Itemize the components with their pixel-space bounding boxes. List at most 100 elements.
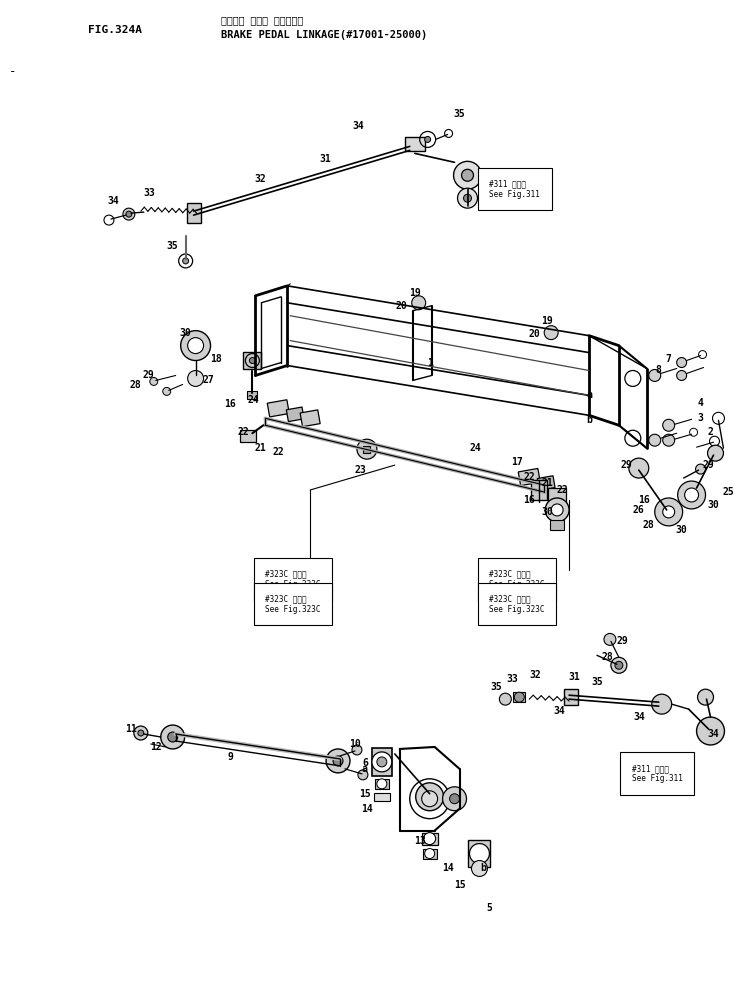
Circle shape — [663, 419, 675, 431]
Circle shape — [464, 194, 471, 202]
Circle shape — [663, 506, 675, 518]
Bar — [243, 351, 262, 370]
Text: #323C 図参照
See Fig.323C: #323C 図参照 See Fig.323C — [490, 570, 545, 589]
Circle shape — [649, 370, 661, 382]
Text: 34: 34 — [708, 729, 720, 739]
Circle shape — [326, 749, 350, 772]
Circle shape — [551, 504, 563, 516]
Text: 30: 30 — [180, 328, 192, 338]
Text: 31: 31 — [568, 672, 580, 682]
Text: 10: 10 — [349, 739, 361, 749]
Text: 22: 22 — [556, 485, 568, 495]
Circle shape — [425, 137, 431, 143]
Text: #323C 図参照
See Fig.323C: #323C 図参照 See Fig.323C — [265, 570, 320, 589]
Text: BRAKE PEDAL LINKAGE(#17001-25000): BRAKE PEDAL LINKAGE(#17001-25000) — [220, 30, 427, 39]
Text: 18: 18 — [209, 353, 221, 363]
Circle shape — [358, 769, 368, 780]
Text: 29: 29 — [621, 461, 633, 470]
Text: 16: 16 — [225, 400, 237, 409]
Circle shape — [183, 258, 189, 264]
Circle shape — [655, 498, 683, 525]
Bar — [423, 848, 437, 858]
Text: 27: 27 — [203, 376, 215, 386]
Circle shape — [677, 371, 686, 381]
Circle shape — [514, 692, 524, 703]
Text: 14: 14 — [361, 804, 373, 814]
Circle shape — [545, 498, 569, 522]
Text: 29: 29 — [703, 461, 714, 470]
Circle shape — [663, 434, 675, 446]
Text: #323C 図参照
See Fig.323C: #323C 図参照 See Fig.323C — [490, 594, 545, 614]
Circle shape — [412, 296, 426, 310]
Circle shape — [423, 832, 436, 844]
Text: 33: 33 — [143, 188, 154, 198]
Text: 30: 30 — [541, 507, 553, 517]
Text: ブレーキ ペダル リンケージ: ブレーキ ペダル リンケージ — [220, 15, 303, 25]
Text: 5: 5 — [487, 903, 492, 913]
Text: 11: 11 — [125, 724, 137, 734]
Circle shape — [442, 787, 467, 811]
Bar — [531, 480, 547, 500]
Bar — [518, 468, 540, 486]
Bar — [375, 779, 389, 789]
Text: 2: 2 — [708, 427, 714, 437]
Bar — [372, 748, 392, 775]
Text: 28: 28 — [601, 652, 613, 662]
Bar — [248, 392, 257, 400]
Text: 21: 21 — [541, 478, 553, 488]
Circle shape — [123, 209, 135, 220]
Text: 23: 23 — [354, 465, 366, 475]
Text: 14: 14 — [442, 864, 453, 874]
Circle shape — [462, 169, 473, 181]
Circle shape — [604, 634, 616, 646]
Text: 19: 19 — [409, 287, 420, 298]
Text: 1: 1 — [427, 357, 433, 368]
Circle shape — [708, 445, 723, 461]
Text: 24: 24 — [248, 396, 259, 405]
Circle shape — [181, 331, 210, 360]
Circle shape — [162, 388, 171, 396]
Text: 17: 17 — [512, 458, 523, 467]
Text: #311 図参照
See Fig.311: #311 図参照 See Fig.311 — [632, 764, 683, 783]
Text: 22: 22 — [237, 427, 249, 437]
Circle shape — [333, 756, 343, 766]
Bar — [268, 400, 290, 417]
Text: 16: 16 — [523, 495, 535, 505]
Text: 35: 35 — [591, 677, 603, 687]
Circle shape — [649, 434, 661, 446]
Circle shape — [357, 439, 377, 460]
Text: 35: 35 — [453, 108, 465, 118]
Circle shape — [698, 689, 714, 706]
Text: 34: 34 — [352, 121, 364, 132]
Circle shape — [187, 338, 204, 353]
Text: 28: 28 — [130, 381, 142, 391]
Circle shape — [629, 459, 649, 478]
Text: 34: 34 — [633, 712, 645, 722]
Text: 33: 33 — [506, 674, 518, 684]
Text: 15: 15 — [453, 881, 465, 891]
Circle shape — [377, 757, 387, 767]
Circle shape — [372, 752, 392, 771]
Circle shape — [168, 732, 178, 742]
Circle shape — [450, 794, 459, 804]
Text: 24: 24 — [470, 443, 481, 454]
Text: 6: 6 — [362, 758, 368, 768]
Circle shape — [150, 378, 158, 386]
Text: 12: 12 — [150, 742, 162, 752]
Text: 34: 34 — [553, 707, 565, 716]
Bar — [564, 689, 578, 706]
Text: 16: 16 — [638, 495, 650, 505]
Text: 34: 34 — [107, 196, 119, 207]
Text: b: b — [586, 415, 592, 425]
Text: #311 図参照
See Fig.311: #311 図参照 See Fig.311 — [490, 179, 540, 199]
Text: FIG.324A: FIG.324A — [88, 25, 142, 34]
Circle shape — [453, 161, 481, 189]
Bar — [187, 203, 201, 223]
Text: 21: 21 — [254, 443, 266, 454]
Circle shape — [458, 188, 478, 209]
Circle shape — [422, 791, 437, 807]
Bar — [537, 476, 555, 490]
Text: 22: 22 — [523, 472, 535, 482]
Circle shape — [678, 481, 706, 509]
Text: 30: 30 — [708, 500, 720, 510]
